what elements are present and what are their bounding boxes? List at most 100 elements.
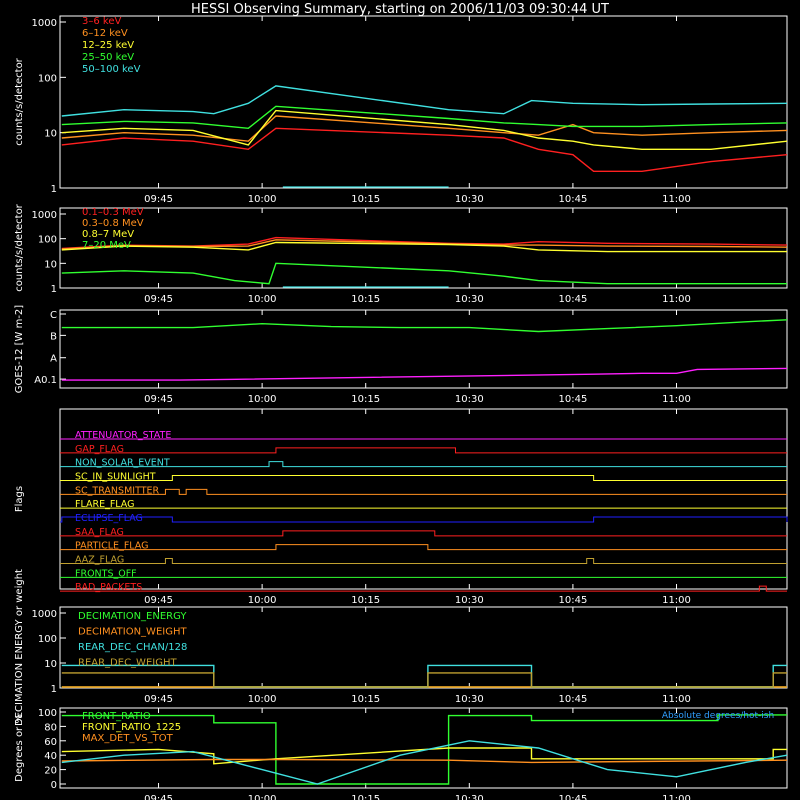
y-tick-label: C [50, 310, 57, 321]
y-tick-label: 100 [38, 235, 57, 246]
y-tick-label: 10 [44, 259, 57, 270]
x-tick-label: 10:45 [558, 694, 587, 705]
panel-3: GOES-12 [W m-2] 09:45 10:00 10:15 10:30 10:45… [14, 305, 788, 405]
flag-saa-flag-label: SAA_FLAG [75, 527, 124, 538]
y-tick-label: 40 [44, 751, 57, 762]
y-axis-label: Flags [14, 486, 25, 512]
x-tick-label: 11:00 [662, 294, 691, 305]
flag-particle-flag-line [60, 544, 787, 551]
flag-non-solar-event-label: NON_SOLAR_EVENT [75, 458, 170, 469]
y-tick-label: 20 [44, 766, 57, 777]
x-tick-label: 10:30 [455, 595, 484, 606]
series-1-line [61, 127, 788, 173]
flag-eclipse-flag-line [60, 516, 788, 523]
y-tick-label: 10 [44, 129, 57, 140]
flag-aaz-flag-label: AAZ_FLAG [75, 555, 124, 566]
panel-frame [59, 606, 788, 689]
flag-bad-packets-line [60, 585, 787, 592]
panel-4: Flags 09:45 10:00 10:15 10:30 10:45 11:00 ATTEN… [14, 408, 788, 606]
x-tick-label: 09:45 [144, 595, 173, 606]
x-tick-label: 10:00 [248, 595, 277, 606]
panel-5: DECIMATION ENERGY or weight 09:45 10:00 10:… [14, 569, 788, 726]
x-tick-label: 10:30 [455, 394, 484, 405]
y-tick-label: 1000 [32, 18, 57, 29]
x-tick-label: 10:15 [351, 194, 380, 205]
x-tick-label: 10:30 [455, 794, 484, 800]
y-tick-label: 1 [51, 684, 57, 695]
legend-entry: 50–100 keV [82, 64, 141, 75]
flag-aaz-flag-line [60, 558, 787, 564]
panel-frame [59, 408, 788, 590]
x-tick-label: 10:15 [351, 794, 380, 800]
y-tick-label: 10 [44, 659, 57, 670]
flag-gap-flag-label: GAP_FLAG [75, 444, 124, 455]
legend-entry: DECIMATION_WEIGHT [78, 627, 187, 638]
y-axis-label: Degrees or % [14, 714, 25, 782]
legend-entry: MAX_DET_VS_TOT [82, 733, 174, 744]
y-axis-label: counts/s/detector [14, 203, 25, 291]
panel-frame [59, 707, 788, 789]
legend-entry: 0.8–7 MeV [82, 229, 134, 240]
x-tick-label: 11:00 [662, 694, 691, 705]
series-3-line [61, 758, 788, 764]
x-tick-label: 10:15 [351, 595, 380, 606]
x-tick-label: 11:00 [662, 194, 691, 205]
y-tick-label: A [50, 354, 57, 365]
flag-particle-flag-label: PARTICLE_FLAG [75, 541, 148, 552]
y-tick-label: 100 [38, 73, 57, 84]
flag-attenuator-state-label: ATTENUATOR_STATE [75, 430, 171, 441]
legend-entry: FRONT_RATIO [82, 711, 151, 722]
y-tick-label: 60 [44, 737, 57, 748]
legend-entry: 0.1–0.3 MeV [82, 207, 144, 218]
x-tick-label: 11:00 [662, 794, 691, 800]
legend-entry: FRONT_RATIO_1225 [82, 722, 181, 733]
series-4-line [61, 740, 788, 785]
panel-6: Degrees or % 09:45 10:00 10:15 10:30 10:45 11:… [14, 707, 788, 800]
legend-entry: 7–20 MeV [82, 240, 131, 251]
series-2-line [61, 367, 788, 381]
x-tick-label: 10:15 [351, 694, 380, 705]
flag-saa-flag-line [60, 530, 787, 537]
x-tick-label: 11:00 [662, 595, 691, 606]
x-tick-label: 11:00 [662, 394, 691, 405]
x-tick-label: 10:45 [558, 394, 587, 405]
x-tick-label: 09:45 [144, 194, 173, 205]
y-tick-label: 1000 [32, 210, 57, 221]
y-tick-label: 0 [51, 780, 57, 791]
y-tick-label: 100 [38, 634, 57, 645]
legend-entry: 0.3–0.8 MeV [82, 218, 144, 229]
panel-2: counts/s/detector 09:45 10:00 10:15 10:30 10:… [14, 203, 788, 305]
series-1-line [61, 714, 787, 785]
legend-entry: DECIMATION_ENERGY [78, 611, 187, 622]
panel-frame [59, 207, 788, 289]
x-tick-label: 10:45 [558, 794, 587, 800]
y-tick-label: 1 [51, 184, 57, 195]
x-tick-label: 09:45 [144, 394, 173, 405]
panel-annotation: Absolute degrees/hot-ish [662, 711, 774, 721]
x-tick-label: 10:00 [248, 694, 277, 705]
series-4-line [61, 105, 788, 130]
legend-entry: 12–25 keV [82, 40, 134, 51]
series-1-line [61, 319, 788, 333]
flag-flare-flag-label: FLARE_FLAG [75, 499, 135, 510]
x-tick-label: 10:45 [558, 294, 587, 305]
flag-non-solar-event-line [60, 461, 787, 468]
x-tick-label: 10:30 [455, 294, 484, 305]
flag-bad-packets-label: BAD_PACKETS [75, 582, 142, 593]
y-tick-label: 80 [44, 722, 57, 733]
x-tick-label: 09:45 [144, 694, 173, 705]
panel-1: counts/s/detector 09:45 10:00 10:15 10:30 10:… [14, 15, 788, 205]
x-tick-label: 09:45 [144, 794, 173, 800]
x-tick-label: 10:00 [248, 794, 277, 800]
x-tick-label: 10:45 [558, 595, 587, 606]
x-tick-label: 10:00 [248, 294, 277, 305]
series-3-line [61, 664, 787, 688]
legend-entry: REAR_DEC_WEIGHT [78, 658, 177, 669]
y-tick-label: 1000 [32, 609, 57, 620]
series-4-line [61, 262, 787, 285]
series-2-line [61, 115, 788, 142]
y-tick-label: A0.1 [34, 375, 57, 386]
x-tick-label: 10:45 [558, 194, 587, 205]
y-tick-label: 1 [51, 284, 57, 295]
